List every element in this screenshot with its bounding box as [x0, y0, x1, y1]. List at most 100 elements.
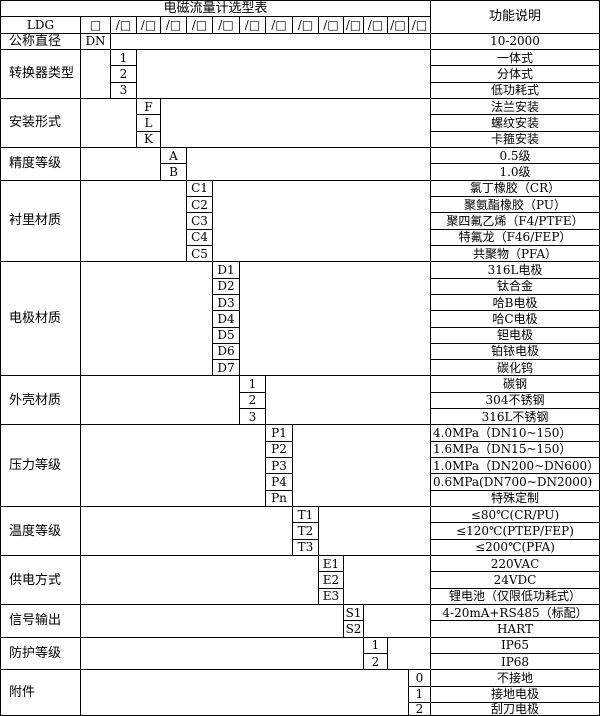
option-code: C4: [187, 229, 213, 246]
empty-cell: [81, 670, 409, 716]
nominal-desc: 10-2000: [431, 33, 600, 50]
option-code: C1: [187, 180, 213, 197]
option-code: 1: [364, 637, 388, 655]
empty-cell: [187, 147, 431, 181]
option-desc: ≤120℃(PTEP/FEP): [431, 523, 600, 540]
code-slot-box: /□: [409, 17, 431, 34]
empty-cell: [213, 180, 431, 263]
option-code: P2: [266, 441, 293, 459]
option-desc: 316L不锈钢: [431, 409, 600, 426]
option-desc: 特氟龙（F46/FEP）: [431, 229, 600, 246]
option-desc: IP65: [431, 637, 600, 655]
option-code: D3: [213, 294, 240, 312]
code-slot-box: /□: [388, 17, 409, 34]
option-code: C5: [187, 245, 213, 263]
code-slot-box: /□: [266, 17, 293, 34]
option-code: 2: [364, 654, 388, 671]
group-label: 温度等级: [1, 507, 81, 557]
option-desc: ≤200℃(PFA): [431, 539, 600, 557]
option-desc: 碳化钨: [431, 360, 600, 377]
option-desc: 钽电极: [431, 327, 600, 344]
empty-cell: [81, 180, 187, 263]
option-desc: 分体式: [431, 66, 600, 83]
option-code: L: [137, 115, 161, 132]
empty-cell: [319, 507, 431, 557]
function-header: 功能说明: [431, 1, 600, 34]
option-code: D7: [213, 360, 240, 377]
option-desc: 铂铱电极: [431, 343, 600, 361]
option-desc: ≤80℃(CR/PU): [431, 507, 600, 524]
option-code: 1: [111, 49, 137, 67]
option-desc: 220VAC: [431, 556, 600, 573]
option-desc: 刮刀电极: [431, 702, 600, 716]
group-label: 附件: [1, 670, 81, 716]
option-desc: 法兰安装: [431, 98, 600, 116]
option-code: F: [137, 98, 161, 116]
group-label: 电极材质: [1, 262, 81, 377]
option-desc: HART: [431, 621, 600, 638]
first-code-box: □: [81, 17, 111, 34]
option-desc: 316L电极: [431, 262, 600, 279]
code-slot-box: /□: [137, 17, 161, 34]
option-code: 2: [240, 392, 266, 410]
empty-cell: [81, 637, 364, 671]
option-code: T2: [293, 523, 319, 540]
option-desc: 碳钢: [431, 376, 600, 393]
group-label: 外壳材质: [1, 376, 81, 426]
option-code: D1: [213, 262, 240, 279]
option-code: P1: [266, 425, 293, 442]
option-desc: 钛合金: [431, 278, 600, 295]
code-slot-box: /□: [213, 17, 240, 34]
empty-cell: [266, 376, 431, 426]
group-label: 信号输出: [1, 605, 81, 638]
option-code: S1: [344, 605, 364, 622]
code-slot-box: /□: [344, 17, 364, 34]
empty-cell: [111, 33, 431, 50]
code-slot-box: /□: [319, 17, 344, 34]
group-label: 压力等级: [1, 425, 81, 508]
option-desc: 哈B电极: [431, 294, 600, 312]
option-code: 0: [409, 670, 431, 687]
option-desc: 螺纹安装: [431, 115, 600, 132]
option-code: D2: [213, 278, 240, 295]
empty-cell: [344, 556, 431, 606]
option-desc: 24VDC: [431, 572, 600, 589]
option-code: C2: [187, 196, 213, 214]
option-code: E3: [319, 588, 344, 606]
code-slot-box: /□: [187, 17, 213, 34]
empty-cell: [81, 147, 161, 181]
option-code: 2: [409, 702, 431, 716]
option-desc: 氯丁橡胶（CR）: [431, 180, 600, 197]
empty-cell: [81, 376, 240, 426]
empty-cell: [81, 507, 293, 557]
option-code: D6: [213, 343, 240, 361]
option-desc: 聚氨酯橡胶（PU）: [431, 196, 600, 214]
option-code: P3: [266, 458, 293, 475]
empty-cell: [81, 49, 111, 99]
option-code: 3: [240, 409, 266, 426]
option-desc: 0.5级: [431, 147, 600, 165]
option-desc: 4-20mA+RS485（标配）: [431, 605, 600, 622]
group-label: 安装形式: [1, 98, 81, 148]
group-label: 供电方式: [1, 556, 81, 606]
code-slot-box: /□: [293, 17, 319, 34]
option-code: B: [161, 164, 187, 181]
empty-cell: [364, 605, 431, 638]
empty-cell: [388, 637, 431, 671]
option-desc: 一体式: [431, 49, 600, 67]
option-code: S2: [344, 621, 364, 638]
option-desc: 304不锈钢: [431, 392, 600, 410]
option-code: T3: [293, 539, 319, 557]
option-desc: 1.0级: [431, 164, 600, 181]
option-code: 2: [111, 66, 137, 83]
option-desc: 锂电池（仅限低功耗式）: [431, 588, 600, 606]
option-desc: 哈C电极: [431, 311, 600, 328]
code-slot-box: /□: [161, 17, 187, 34]
option-code: 1: [240, 376, 266, 393]
option-code: D5: [213, 327, 240, 344]
option-code: Pn: [266, 490, 293, 508]
empty-cell: [81, 556, 319, 606]
group-label: 精度等级: [1, 147, 81, 181]
option-desc: 不接地: [431, 670, 600, 687]
option-desc: 低功耗式: [431, 82, 600, 99]
